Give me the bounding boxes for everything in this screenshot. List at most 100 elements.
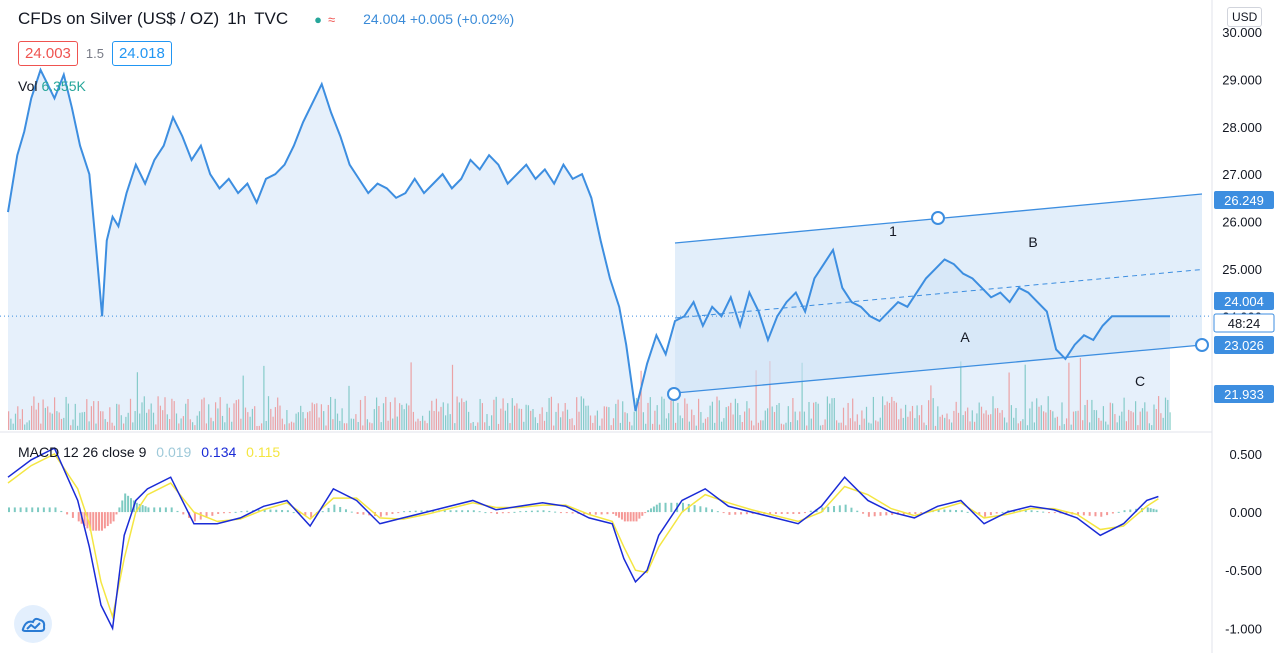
macd-hist-bar [115, 512, 118, 515]
volume-bar [486, 414, 488, 430]
volume-bar [971, 410, 973, 430]
price-axis-label: 26.249 [1224, 193, 1264, 208]
wave-label-A[interactable]: A [960, 329, 970, 345]
volume-bar [40, 423, 42, 430]
volume-bar [566, 409, 569, 430]
volume-bar [918, 415, 920, 430]
volume-bar [941, 414, 943, 430]
macd-hist-bar [344, 509, 347, 513]
volume-bar [203, 397, 205, 430]
volume-bar [348, 385, 350, 430]
volume-bar [143, 396, 145, 430]
volume-bar [1072, 411, 1075, 430]
volume-value: 6.355K [41, 78, 86, 94]
volume-bar [240, 418, 242, 430]
macd-hist-bar [1152, 508, 1155, 513]
volume-bar [484, 422, 486, 430]
volume-bar [491, 415, 493, 430]
volume-bar [799, 411, 801, 430]
volume-bar [445, 415, 447, 430]
volume-bar [622, 401, 624, 430]
volume-bar [677, 402, 679, 430]
volume-bar [668, 413, 670, 430]
macd-hist-bar [199, 512, 202, 520]
macd-hist-bar [920, 512, 923, 514]
volume-bar [51, 413, 53, 430]
volume-bar [546, 411, 548, 430]
volume-bar [734, 398, 736, 430]
volume-bar [171, 398, 173, 430]
macd-hist-bar [205, 512, 208, 518]
macd-hist-bar [281, 510, 284, 513]
volume-bar [635, 397, 638, 430]
volume-bar [992, 396, 994, 430]
volume-bar [267, 396, 270, 430]
volume-bar [1052, 411, 1054, 430]
volume-bar [343, 423, 345, 430]
volume-bar [263, 365, 265, 430]
volume-bar [1084, 405, 1086, 430]
macd-hist-bar [606, 512, 609, 515]
macd-label[interactable]: MACD 12 26 close 9 [18, 444, 147, 460]
interval-label[interactable]: 1h [227, 9, 247, 28]
volume-bar [472, 421, 474, 430]
volume-bar [274, 407, 276, 430]
volume-bar [1162, 417, 1164, 430]
volume-bar [286, 410, 288, 430]
macd-hist-bar [902, 512, 905, 515]
volume-bar [898, 419, 900, 430]
market-status-pill[interactable]: ● ≈ [308, 9, 341, 29]
volume-bar [465, 400, 467, 430]
channel-mid-line[interactable] [674, 269, 1203, 319]
volume-bar [336, 413, 339, 430]
volume-bar [279, 405, 281, 430]
macd-hist-bar [461, 510, 464, 513]
volume-bar [587, 405, 589, 430]
macd-hist-bar [478, 511, 481, 513]
volume-bar [26, 422, 28, 430]
macd-hist-bar [66, 512, 69, 515]
macd-hist-bar [1082, 512, 1085, 516]
volume-bar [362, 425, 364, 430]
wave-label-B[interactable]: B [1028, 234, 1037, 250]
macd-hist-bar [914, 512, 917, 514]
tradingview-logo[interactable] [14, 605, 52, 643]
volume-bar [642, 412, 644, 430]
volume-bar [242, 375, 244, 430]
volume-bar [396, 416, 398, 430]
macd-hist-bar [391, 512, 394, 514]
volume-bar [686, 403, 688, 430]
channel-handle-end[interactable] [1195, 338, 1209, 352]
macd-hist-bar [711, 509, 714, 513]
volume-bar [842, 407, 845, 430]
volume-bar [983, 413, 985, 430]
volume-bar [224, 422, 226, 430]
channel-handle-start[interactable] [667, 387, 681, 401]
volume-bar [1132, 412, 1134, 430]
channel-handle-top[interactable] [931, 211, 945, 225]
ask-price[interactable]: 24.018 [111, 41, 172, 66]
volume-bar [509, 423, 511, 430]
volume-bar [208, 404, 210, 430]
macd-hist-bar [234, 511, 237, 513]
volume-bar [796, 420, 799, 430]
channel-lower-line[interactable] [674, 344, 1203, 394]
volume-bar [1102, 406, 1104, 430]
volume-bar [511, 398, 513, 430]
macd-hist-bar [1088, 512, 1091, 516]
symbol-title[interactable]: CFDs on Silver (US$ / OZ) [18, 9, 220, 28]
macd-hist-bar [8, 507, 10, 513]
macd-hist-bar [385, 512, 388, 516]
macd-hist-bar [193, 512, 196, 522]
macd-hist-bar [1013, 510, 1016, 513]
volume-bar [1167, 399, 1169, 430]
volume-bar [955, 401, 957, 430]
wave-label-C[interactable]: C [1135, 373, 1145, 389]
currency-button[interactable]: USD [1227, 7, 1263, 27]
bid-price[interactable]: 24.003 [18, 41, 78, 66]
volume-bar [612, 418, 615, 430]
macd-hist-bar [1030, 510, 1033, 513]
wave-label-1[interactable]: 1 [889, 223, 897, 239]
